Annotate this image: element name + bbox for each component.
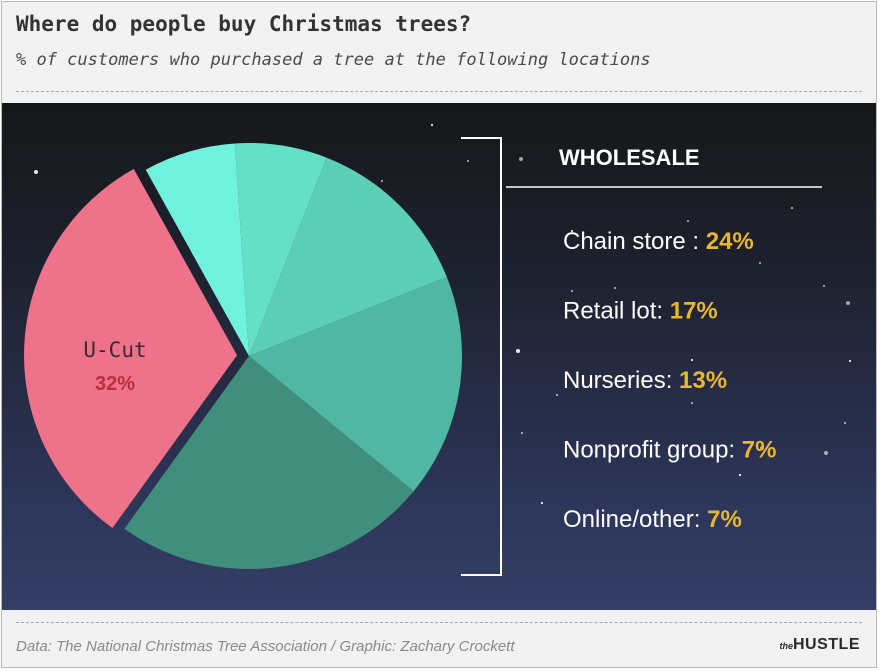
star-dot <box>843 421 847 425</box>
legend-label: Retail lot: <box>563 298 670 325</box>
legend: Chain store : 24% Retail lot: 17% Nurserie… <box>563 228 776 533</box>
chart-footer <box>2 610 876 667</box>
star-dot <box>686 219 690 223</box>
bracket-line <box>461 137 502 576</box>
star-dot <box>466 159 470 163</box>
source-note: Data: The National Christmas Tree Associ… <box>16 638 515 655</box>
star-dot <box>555 393 559 397</box>
legend-entry: Nonprofit group: 7% <box>563 437 776 464</box>
header-divider <box>16 91 862 92</box>
star-dot <box>760 446 764 450</box>
u-cut-callout: U-Cut 32% <box>83 338 146 395</box>
pie-slice-retail-lot <box>249 276 463 492</box>
star-dot <box>516 349 520 353</box>
pie-slice-chain-store <box>124 356 414 570</box>
legend-entry: Nurseries: 13% <box>563 367 727 394</box>
star-dot <box>738 473 742 477</box>
star-dot <box>540 501 544 505</box>
brand-small: the <box>779 641 794 651</box>
legend-entry: Online/other: 7% <box>563 506 742 533</box>
pie-slice-online-other <box>145 143 249 356</box>
chart-title: Where do people buy Christmas trees? <box>16 12 472 36</box>
star-dot <box>520 431 524 435</box>
star-dot <box>848 359 852 363</box>
star-dot <box>570 229 574 233</box>
star-dot <box>570 289 574 293</box>
legend-label: Nurseries: <box>563 367 679 394</box>
star-dot <box>519 157 523 161</box>
brand-name: HUSTLE <box>793 636 860 653</box>
plot-area: U-Cut 32% WHOLESALE Chain store : 24% Ret… <box>2 103 876 610</box>
legend-value: 17% <box>670 298 718 325</box>
chart-header: Where do people buy Christmas trees? % o… <box>2 2 876 102</box>
pie-slice-nonprofit-group <box>234 143 327 356</box>
star-dot <box>380 179 384 183</box>
legend-label: Online/other: <box>563 506 707 533</box>
star-dot <box>758 261 762 265</box>
star-field <box>34 123 852 505</box>
u-cut-value: 32% <box>95 373 135 395</box>
brand-logo: theHUSTLE <box>780 636 861 654</box>
star-dot <box>824 451 828 455</box>
legend-value: 7% <box>707 506 742 533</box>
star-dot <box>34 170 38 174</box>
wholesale-heading: WHOLESALE <box>559 145 700 170</box>
pie-slices <box>24 143 463 570</box>
wholesale-bracket <box>461 137 822 576</box>
star-dot <box>613 286 617 290</box>
legend-label: Nonprofit group: <box>563 437 742 464</box>
pie-slice-u-cut <box>24 168 238 529</box>
footer-divider <box>16 622 862 623</box>
star-dot <box>690 358 694 362</box>
legend-value: 24% <box>706 228 754 255</box>
star-dot <box>822 284 826 288</box>
chart-subtitle: % of customers who purchased a tree at t… <box>16 50 651 70</box>
u-cut-label: U-Cut <box>83 338 146 362</box>
star-dot <box>790 206 794 210</box>
pie-chart: U-Cut 32% WHOLESALE Chain store : 24% Ret… <box>24 123 852 576</box>
star-dot <box>846 301 850 305</box>
star-dot <box>430 123 434 127</box>
star-dot <box>690 401 694 405</box>
legend-entry: Retail lot: 17% <box>563 298 718 325</box>
legend-entry: Chain store : 24% <box>563 228 754 255</box>
pie-slice-nurseries <box>249 157 447 356</box>
legend-value: 7% <box>742 437 777 464</box>
legend-value: 13% <box>679 367 727 394</box>
legend-label: Chain store : <box>563 228 706 255</box>
